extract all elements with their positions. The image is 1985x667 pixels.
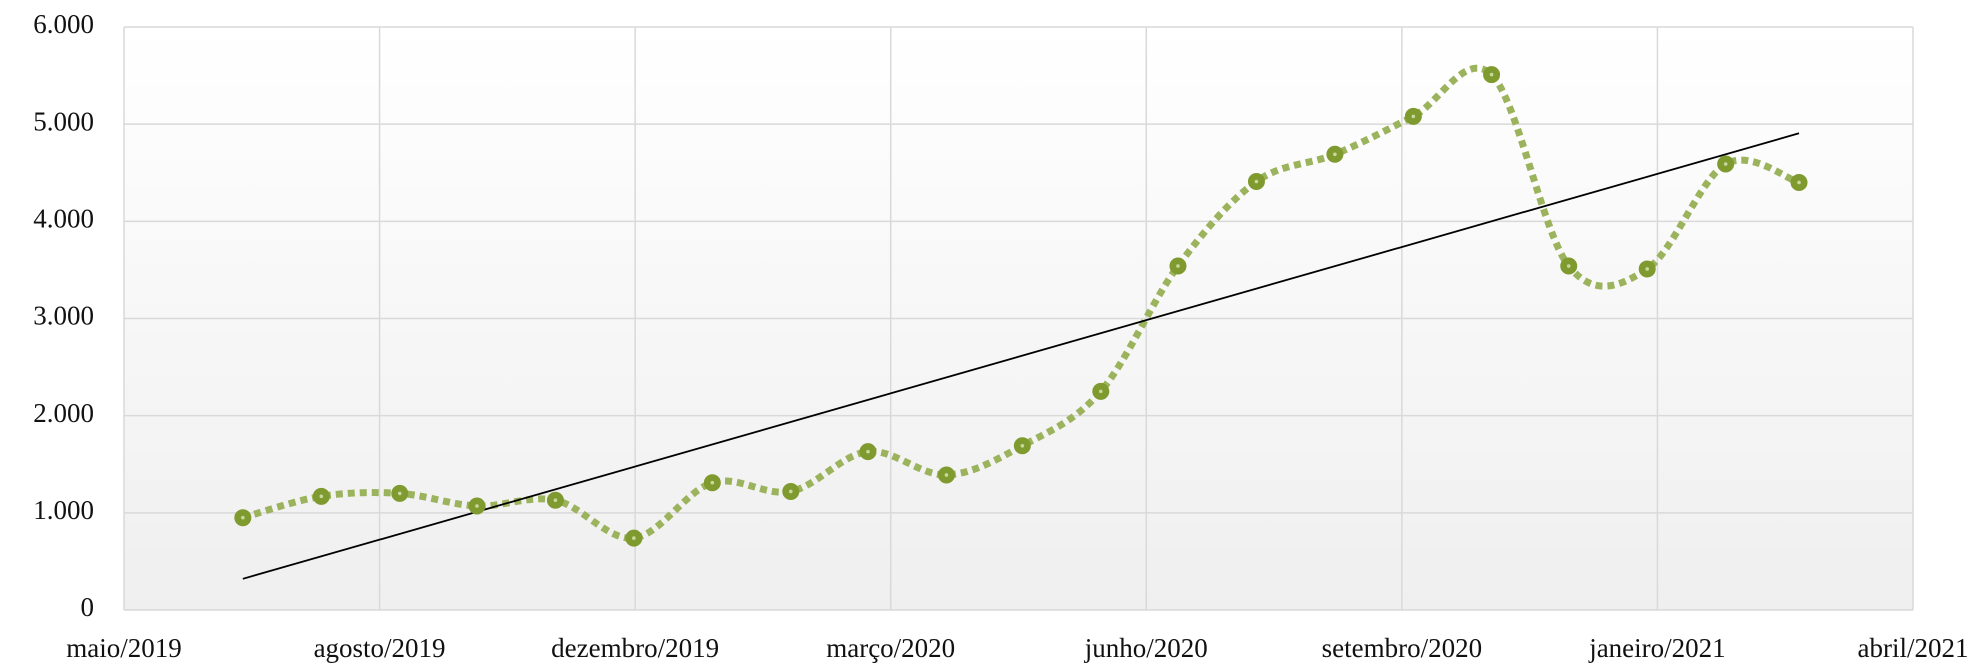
point-center [1645,267,1650,271]
x-tick-label: setembro/2020 [1322,633,1482,663]
y-tick-label: 4.000 [33,204,94,234]
x-tick-label: março/2020 [826,633,955,663]
series-line [241,64,1801,542]
point-center [319,494,324,499]
y-tick-label: 5.000 [33,106,94,136]
point-center [866,449,870,454]
y-tick-label: 0 [81,592,95,622]
point-center [710,480,715,485]
trendline [242,132,1800,580]
point-center [1797,180,1801,185]
y-tick-label: 6.000 [33,9,94,39]
x-tick-label: dezembro/2019 [551,633,719,663]
point-center [1723,162,1728,166]
point-center [553,498,558,503]
x-tick-label: abril/2021 [1858,633,1969,663]
y-tick-label: 1.000 [33,495,94,525]
point-center [1254,179,1259,184]
point-center [1333,152,1337,157]
point-center [475,504,479,508]
point-center [1411,114,1416,119]
x-tick-label: agosto/2019 [314,633,446,663]
point-center [788,489,793,494]
point-center [1489,72,1494,77]
x-tick-label: junho/2020 [1084,633,1208,663]
point-center [1566,264,1571,268]
point-center [241,515,245,520]
point-center [944,473,949,477]
point-center [1020,443,1025,448]
y-tick-label: 2.000 [33,398,94,428]
x-tick-label: janeiro/2021 [1588,633,1725,663]
point-center [1098,389,1103,394]
point-center [632,536,636,540]
y-tick-label: 3.000 [33,301,94,331]
point-center [397,491,402,496]
point-center [1176,264,1180,268]
x-tick-label: maio/2019 [66,633,182,663]
